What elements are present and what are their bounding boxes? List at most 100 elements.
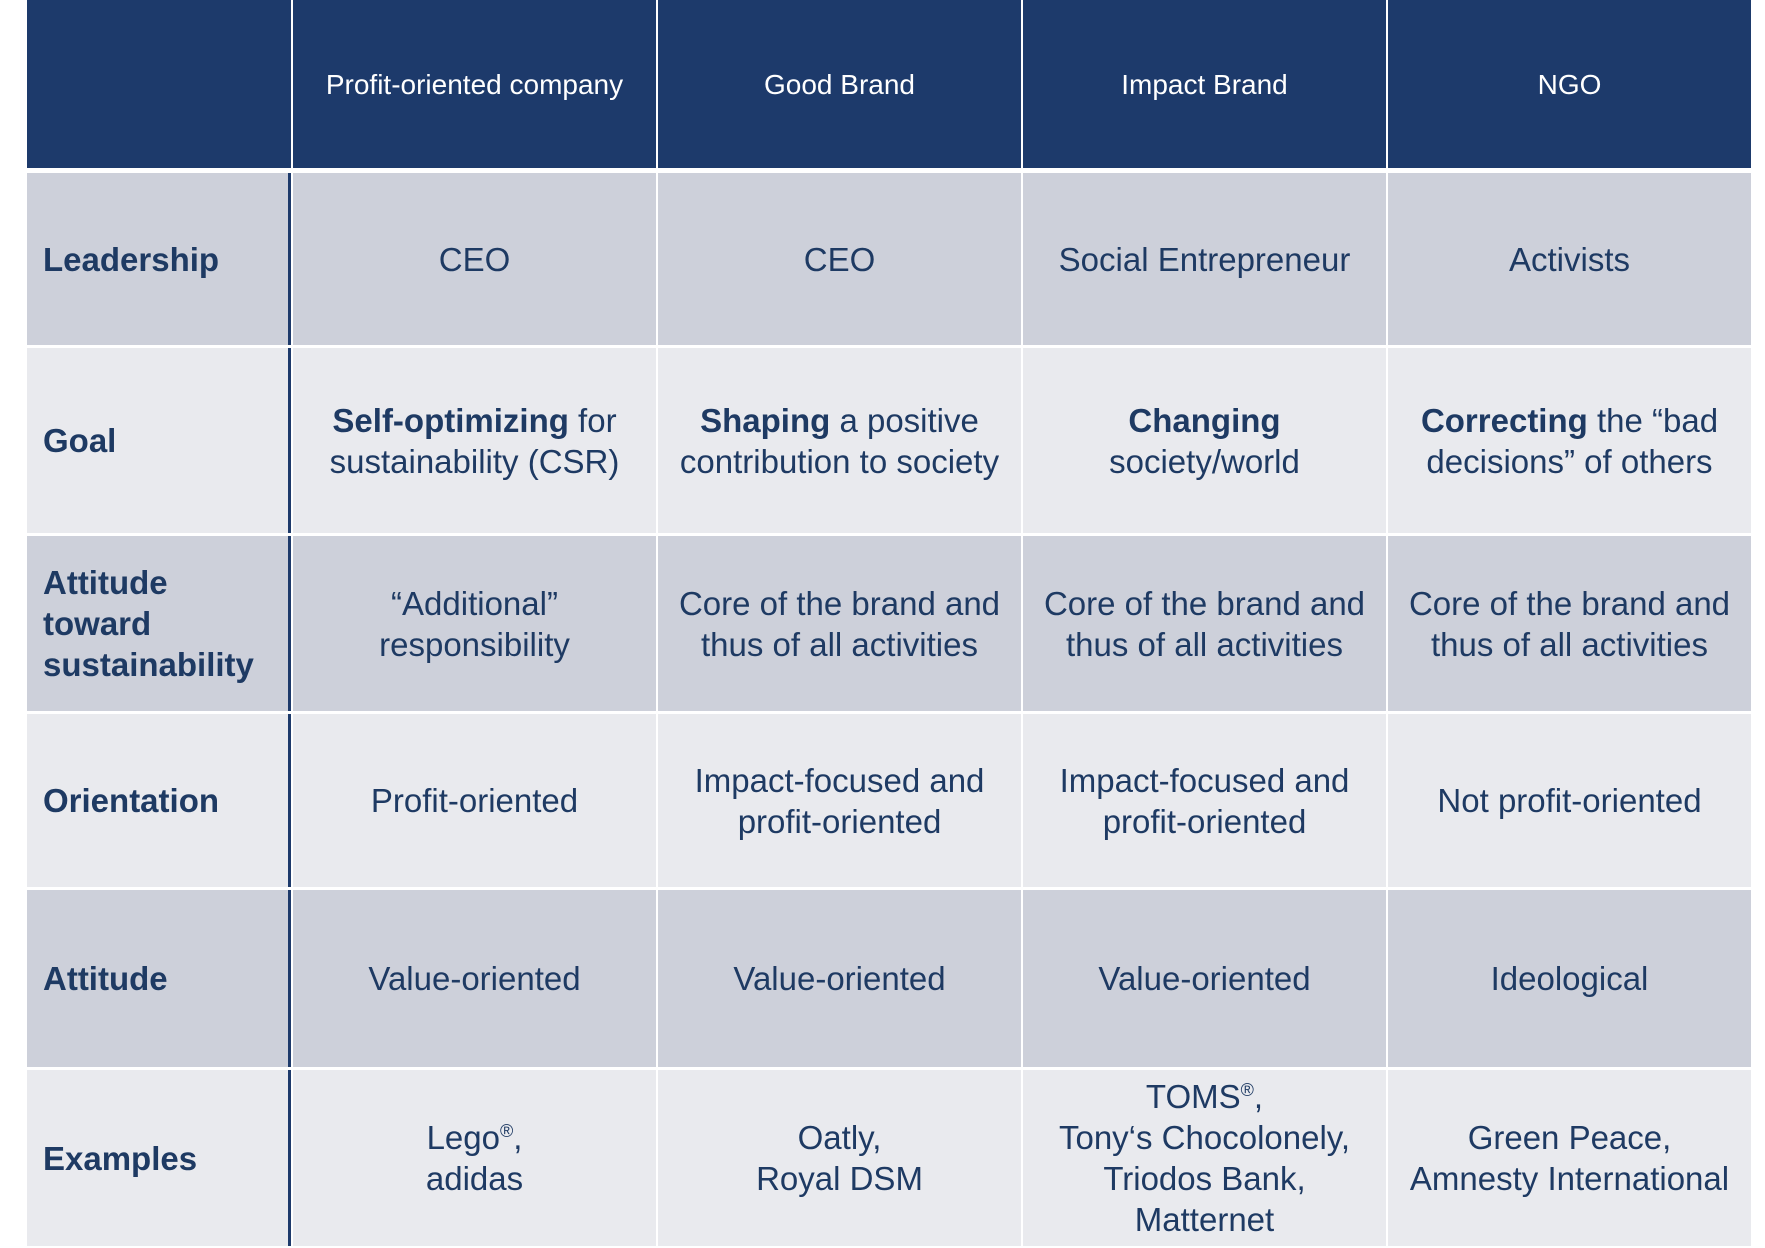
table-cell: Not profit-oriented (1388, 714, 1751, 887)
cell-text: , (1253, 1078, 1264, 1115)
table-cell: “Additional” responsibility (293, 536, 656, 711)
cell-text: for (568, 401, 617, 439)
cell-bold-text: Self-optimizing (332, 401, 569, 439)
table-cell: Social Entrepreneur (1023, 173, 1386, 345)
cell-line: Lego®, (427, 1117, 523, 1158)
cell-line: Core of the brand and (679, 583, 1000, 624)
cell-line: Value-oriented (1098, 958, 1310, 999)
table-cell: Ideological (1388, 890, 1751, 1067)
cell-text: TOMS (1145, 1078, 1241, 1115)
cell-line: profit-oriented (1103, 801, 1307, 842)
cell-line: Impact-focused and (1060, 760, 1350, 801)
cell-text: CEO (803, 240, 876, 278)
cell-text: Social Entrepreneur (1058, 240, 1351, 278)
cell-bold-text: Correcting (1420, 401, 1588, 439)
table-cell: Profit-oriented (293, 714, 656, 887)
cell-line: Activists (1509, 239, 1630, 280)
row-label: Goal (27, 348, 291, 533)
registered-mark: ® (1240, 1080, 1254, 1100)
comparison-table: Profit-oriented company Good Brand Impact … (27, 0, 1751, 1246)
cell-line: thus of all activities (1066, 624, 1343, 665)
cell-line: sustainability (CSR) (330, 441, 620, 482)
cell-line: adidas (426, 1158, 523, 1199)
cell-text: profit-oriented (737, 802, 942, 840)
cell-line: Impact-focused and (695, 760, 985, 801)
cell-text: Lego (426, 1119, 500, 1156)
cell-line: Amnesty International (1410, 1158, 1729, 1199)
row-label-line: Examples (43, 1139, 198, 1177)
cell-text: Amnesty International (1409, 1160, 1730, 1197)
cell-text: Core of the brand and (1043, 584, 1366, 622)
cell-text: Matternet (1134, 1201, 1275, 1238)
cell-line: Core of the brand and (1044, 583, 1365, 624)
cell-line: Social Entrepreneur (1059, 239, 1351, 280)
table-cell: TOMS®, Tony‘s Chocolonely, Triodos Bank, Ma… (1023, 1070, 1386, 1246)
cell-line: CEO (439, 239, 511, 280)
row-label-line: sustainability (43, 646, 254, 683)
cell-text: thus of all activities (701, 625, 978, 663)
row-label-line: Goal (43, 422, 117, 459)
row-label: Orientation (27, 714, 291, 887)
cell-line: Ideological (1491, 958, 1649, 999)
cell-text: Impact-focused and (694, 761, 985, 799)
cell-line: thus of all activities (1431, 624, 1708, 665)
table-cell: Self-optimizing for sustainability (CSR) (293, 348, 656, 533)
cell-text: Core of the brand and (1408, 584, 1731, 622)
table-cell: Shaping a positive contribution to societ… (658, 348, 1021, 533)
cell-text: decisions” of others (1426, 442, 1713, 480)
table-cell: Core of the brand and thus of all activit… (658, 536, 1021, 711)
cell-bold-text: Shaping (700, 401, 831, 439)
cell-text: Green Peace, (1467, 1119, 1672, 1156)
row-label-line: Attitude (43, 564, 168, 601)
cell-text: adidas (425, 1160, 524, 1197)
cell-text: the “bad (1587, 401, 1719, 439)
cell-line: Shaping a positive (700, 400, 979, 441)
table-cell: Correcting the “bad decisions” of others (1388, 348, 1751, 533)
cell-bold-text: Changing (1128, 401, 1281, 439)
cell-text: profit-oriented (1102, 802, 1307, 840)
cell-text: thus of all activities (1066, 625, 1343, 663)
table-cell: Oatly, Royal DSM (658, 1070, 1021, 1246)
cell-line: “Additional” (391, 583, 558, 624)
cell-line: society/world (1109, 441, 1300, 482)
cell-text: CEO (438, 240, 511, 278)
cell-line: Tony‘s Chocolonely, (1059, 1117, 1350, 1158)
table-cell: Green Peace, Amnesty International (1388, 1070, 1751, 1246)
row-label-line: Orientation (43, 782, 220, 819)
table-cell: Core of the brand and thus of all activit… (1388, 536, 1751, 711)
cell-text: Impact-focused and (1059, 761, 1350, 799)
row-label-line: Attitude (43, 960, 168, 997)
cell-text: “Additional” (391, 584, 558, 622)
cell-line: Oatly, (798, 1117, 882, 1158)
cell-line: Royal DSM (756, 1158, 923, 1199)
row-label: Attitude (27, 890, 291, 1067)
column-header: NGO (1388, 0, 1751, 168)
table-cell: Changing society/world (1023, 348, 1386, 533)
table-cell: CEO (293, 173, 656, 345)
cell-text: Profit-oriented (370, 782, 579, 819)
cell-line: Self-optimizing for (332, 400, 616, 441)
cell-text: a positive (830, 401, 979, 439)
cell-line: Changing (1128, 400, 1280, 441)
cell-line: responsibility (379, 624, 570, 665)
cell-text: society/world (1109, 442, 1300, 480)
table-cell: Activists (1388, 173, 1751, 345)
registered-mark: ® (499, 1121, 514, 1141)
cell-line: CEO (804, 239, 876, 280)
cell-line: Profit-oriented (371, 780, 578, 821)
row-label: Attitude toward sustainability (27, 536, 291, 711)
cell-line: Value-oriented (733, 958, 945, 999)
cell-text: Activists (1508, 240, 1630, 278)
cell-line: contribution to society (680, 441, 999, 482)
header-corner (27, 0, 291, 168)
cell-text: Ideological (1490, 960, 1649, 997)
cell-text: Value-oriented (733, 960, 946, 997)
cell-text: Value-oriented (1098, 960, 1311, 997)
cell-line: Value-oriented (368, 958, 580, 999)
table-cell: Value-oriented (658, 890, 1021, 1067)
cell-text: Triodos Bank, (1103, 1160, 1306, 1197)
table-cell: Value-oriented (1023, 890, 1386, 1067)
cell-line: Correcting the “bad (1421, 400, 1718, 441)
cell-line: Not profit-oriented (1437, 780, 1701, 821)
